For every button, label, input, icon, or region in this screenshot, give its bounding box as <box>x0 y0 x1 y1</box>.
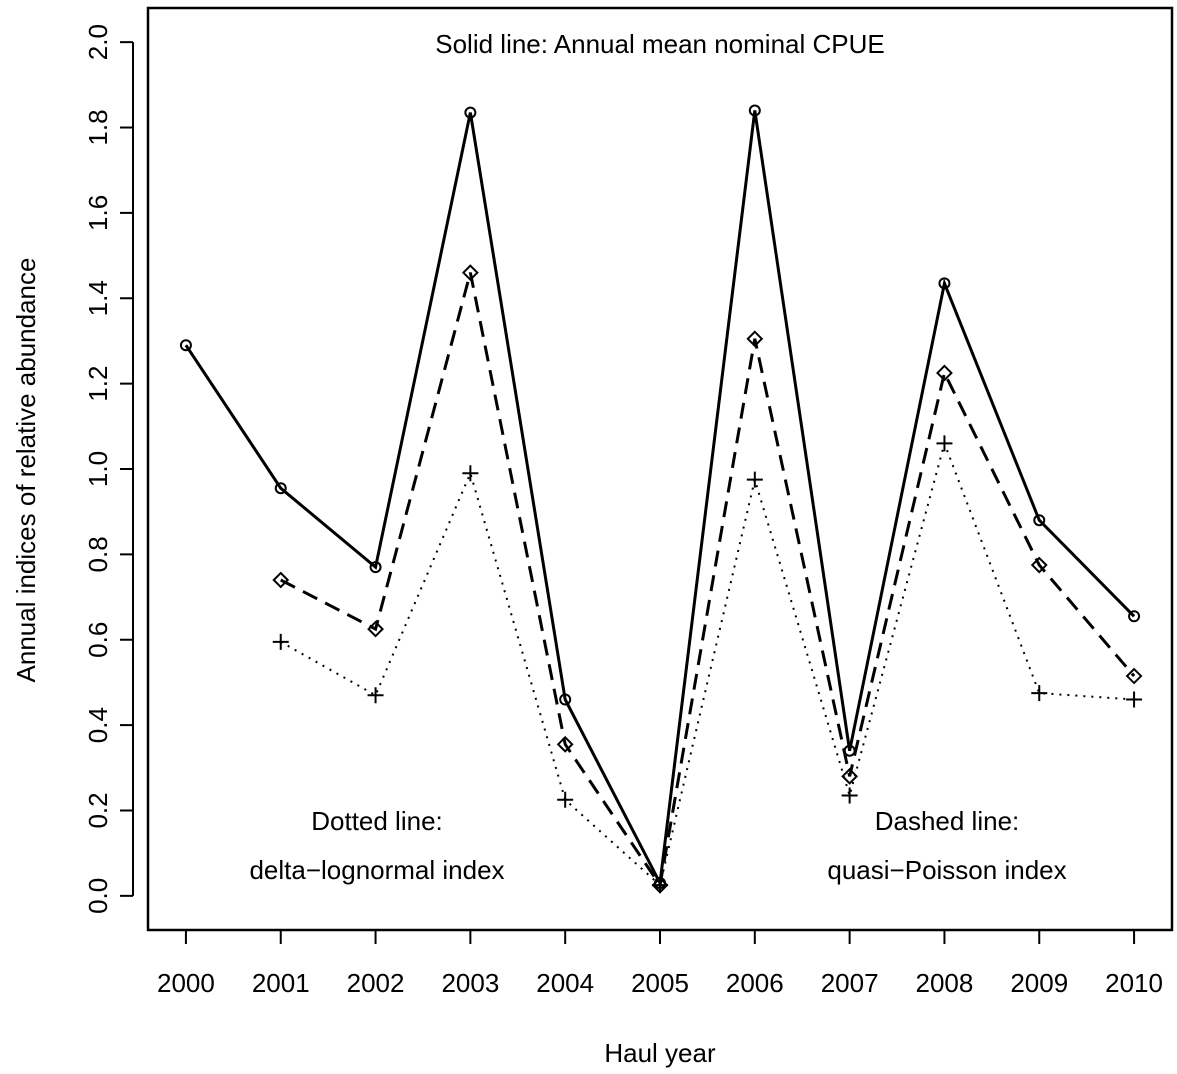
y-tick-label: 0.6 <box>83 622 113 658</box>
point <box>272 633 289 650</box>
point <box>1128 610 1141 623</box>
y-tick-label: 1.0 <box>83 451 113 487</box>
y-tick-label: 1.4 <box>83 280 113 316</box>
x-tick-label: 2006 <box>726 968 784 998</box>
annotation: Solid line: Annual mean nominal CPUE <box>435 29 884 59</box>
y-tick-label: 0.2 <box>83 792 113 828</box>
point <box>938 277 951 290</box>
point <box>464 106 477 119</box>
point <box>841 767 859 785</box>
point <box>841 787 858 804</box>
x-tick-label: 2003 <box>441 968 499 998</box>
point <box>652 877 668 894</box>
point <box>746 471 763 488</box>
y-tick-label: 0.0 <box>83 878 113 914</box>
series-line <box>280 272 1136 890</box>
x-tick-label: 2000 <box>157 968 215 998</box>
point <box>367 620 384 638</box>
point <box>369 561 382 574</box>
point <box>1125 667 1143 685</box>
point <box>1033 514 1046 527</box>
annotation: delta−lognormal index <box>249 855 504 885</box>
point <box>746 330 764 348</box>
point <box>1031 685 1048 702</box>
x-tick-label: 2002 <box>347 968 405 998</box>
point <box>748 104 761 117</box>
annotation: Dashed line: <box>875 806 1020 836</box>
x-tick-label: 2001 <box>252 968 310 998</box>
x-tick-label: 2007 <box>821 968 879 998</box>
y-tick-label: 1.6 <box>83 195 113 231</box>
x-tick-label: 2004 <box>536 968 594 998</box>
point <box>557 791 574 808</box>
point <box>936 435 953 452</box>
y-tick-label: 0.4 <box>83 707 113 743</box>
point <box>461 264 479 282</box>
point <box>936 364 953 382</box>
series-line <box>184 110 1136 889</box>
point <box>556 735 574 753</box>
y-tick-label: 1.8 <box>83 109 113 145</box>
point <box>1030 556 1048 574</box>
y-tick-label: 1.2 <box>83 366 113 402</box>
x-tick-label: 2008 <box>916 968 974 998</box>
x-tick-label: 2005 <box>631 968 689 998</box>
y-tick-label: 2.0 <box>83 24 113 60</box>
x-tick-label: 2009 <box>1010 968 1068 998</box>
point <box>559 693 572 706</box>
point <box>462 465 479 482</box>
y-axis-title: Annual indices of relative abundance <box>11 258 41 683</box>
annotation: Dotted line: <box>311 806 443 836</box>
x-axis-title: Haul year <box>604 1038 716 1068</box>
point <box>1126 691 1143 708</box>
annotation: quasi−Poisson index <box>827 855 1066 885</box>
y-tick-label: 0.8 <box>83 536 113 572</box>
point <box>274 482 287 495</box>
point <box>179 339 192 352</box>
series-line <box>280 440 1135 888</box>
point <box>272 571 290 589</box>
point <box>367 687 384 704</box>
x-tick-label: 2010 <box>1105 968 1163 998</box>
